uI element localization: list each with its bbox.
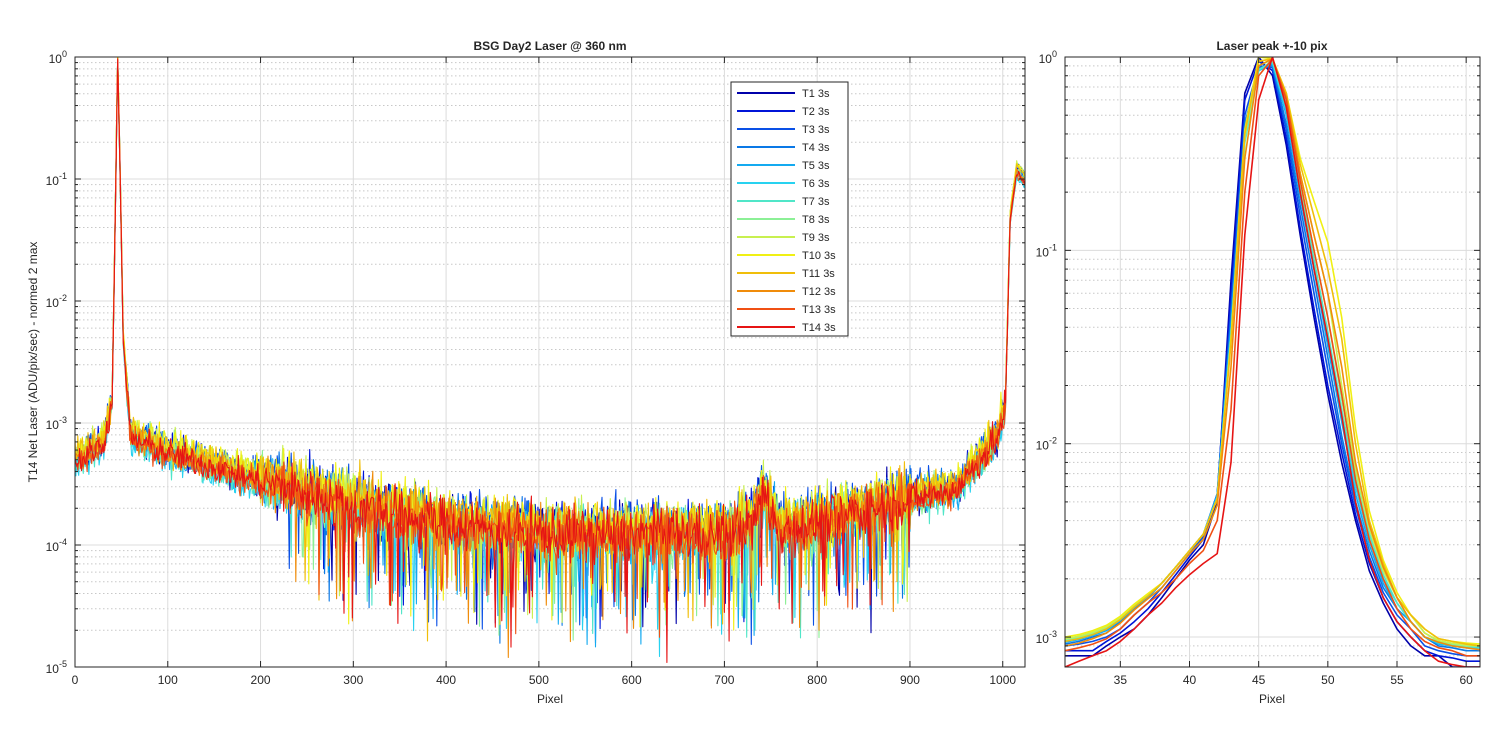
main-y-tick-exponent: -2 [59,293,67,303]
zoom-x-tick-label: 40 [1183,673,1197,687]
legend-box [730,81,849,337]
legend-label: T4 3s [802,142,830,154]
zoom-y-tick-label: 10-1 [1036,242,1057,259]
zoom-y-tick-base: 10 [1036,439,1050,453]
main-plot-frame [74,56,1026,668]
legend-items: T1 3s T2 3s T3 3s T4 3s T5 3s T6 3s T7 3s T8 3s… [737,88,836,334]
zoom-y-tick-label: 10-3 [1036,629,1057,646]
zoom-x-tick-label: 50 [1321,673,1335,687]
zoom-y-tick-exponent: -3 [1049,629,1057,639]
main-chart-title: BSG Day2 Laser @ 360 nm [473,39,626,53]
main-y-tick-exponent: -1 [59,171,67,181]
zoom-series-line [1065,57,1480,667]
main-chart: 0 100 200 300 400 500 600 700 800 900 1000 10-510-… [26,39,1026,706]
main-x-tick-label: 1000 [989,673,1016,687]
main-y-tick-exponent: 0 [62,49,67,59]
zoom-x-tick-label: 60 [1459,673,1473,687]
main-y-tick-base: 10 [46,418,60,432]
main-series-line [74,58,1026,664]
main-y-tick-exponent: -4 [59,537,67,547]
zoom-x-tick-label: 45 [1252,673,1266,687]
zoom-y-tick-label: 10-2 [1036,436,1057,453]
legend-label: T12 3s [802,286,836,298]
legend-label: T10 3s [802,250,836,262]
zoom-y-tick-exponent: -1 [1049,242,1057,252]
main-x-tick-label: 0 [72,673,79,687]
legend-label: T8 3s [802,214,830,226]
zoom-series-lines [1065,57,1480,667]
main-x-tick-label: 900 [900,673,920,687]
zoom-minor-grid [1065,65,1480,657]
main-x-ticks: 0 100 200 300 400 500 600 700 800 900 1000 [72,57,1016,687]
main-x-tick-label: 700 [714,673,734,687]
legend-label: T5 3s [802,160,830,172]
zoom-plot-area [1065,57,1480,667]
legend-label: T13 3s [802,304,836,316]
legend-label: T2 3s [802,106,830,118]
main-x-tick-label: 500 [529,673,549,687]
legend: T1 3s T2 3s T3 3s T4 3s T5 3s T6 3s T7 3s T8 3s… [730,81,849,337]
legend-label: T6 3s [802,178,830,190]
legend-label: T9 3s [802,232,830,244]
main-y-tick-label: 10-4 [46,537,67,554]
legend-label: T3 3s [802,124,830,136]
main-x-tick-label: 100 [158,673,178,687]
zoom-plot-frame [1064,56,1481,668]
main-y-tick-label: 10-2 [46,293,67,310]
zoom-x-axis-label: Pixel [1259,692,1285,706]
zoom-x-tick-label: 55 [1390,673,1404,687]
legend-label: T7 3s [802,196,830,208]
zoom-x-tick-label: 35 [1114,673,1128,687]
zoom-y-tick-base: 10 [1036,632,1050,646]
main-y-tick-label: 10-5 [46,659,67,676]
main-x-tick-label: 600 [622,673,642,687]
zoom-x-ticks: 35 40 45 50 55 60 [1114,57,1473,687]
main-x-tick-label: 800 [807,673,827,687]
legend-label: T14 3s [802,322,836,334]
main-y-tick-label: 10-1 [46,171,67,188]
main-series-lines [74,56,1026,664]
main-x-tick-label: 200 [251,673,271,687]
main-y-tick-exponent: -5 [59,659,67,669]
main-x-tick-label: 300 [343,673,363,687]
legend-label: T1 3s [802,88,830,100]
main-y-tick-label: 100 [49,49,67,66]
legend-label: T11 3s [802,268,835,280]
zoom-y-tick-label: 100 [1039,49,1057,66]
main-x-tick-label: 400 [436,673,456,687]
main-y-tick-base: 10 [46,174,60,188]
main-y-tick-base: 10 [46,540,60,554]
zoom-y-tick-base: 10 [1039,52,1053,66]
zoom-chart-title: Laser peak +-10 pix [1216,39,1327,53]
main-y-tick-label: 10-3 [46,415,67,432]
main-y-tick-base: 10 [46,296,60,310]
main-y-tick-exponent: -3 [59,415,67,425]
main-y-tick-base: 10 [46,662,60,676]
zoom-y-tick-base: 10 [1036,245,1050,259]
zoom-y-tick-exponent: 0 [1052,49,1057,59]
main-y-axis-label: T14 Net Laser (ADU/pix/sec) - normed 2 m… [26,242,40,483]
main-x-axis-label: Pixel [537,692,563,706]
zoom-y-tick-exponent: -2 [1049,436,1057,446]
main-y-tick-base: 10 [49,52,63,66]
